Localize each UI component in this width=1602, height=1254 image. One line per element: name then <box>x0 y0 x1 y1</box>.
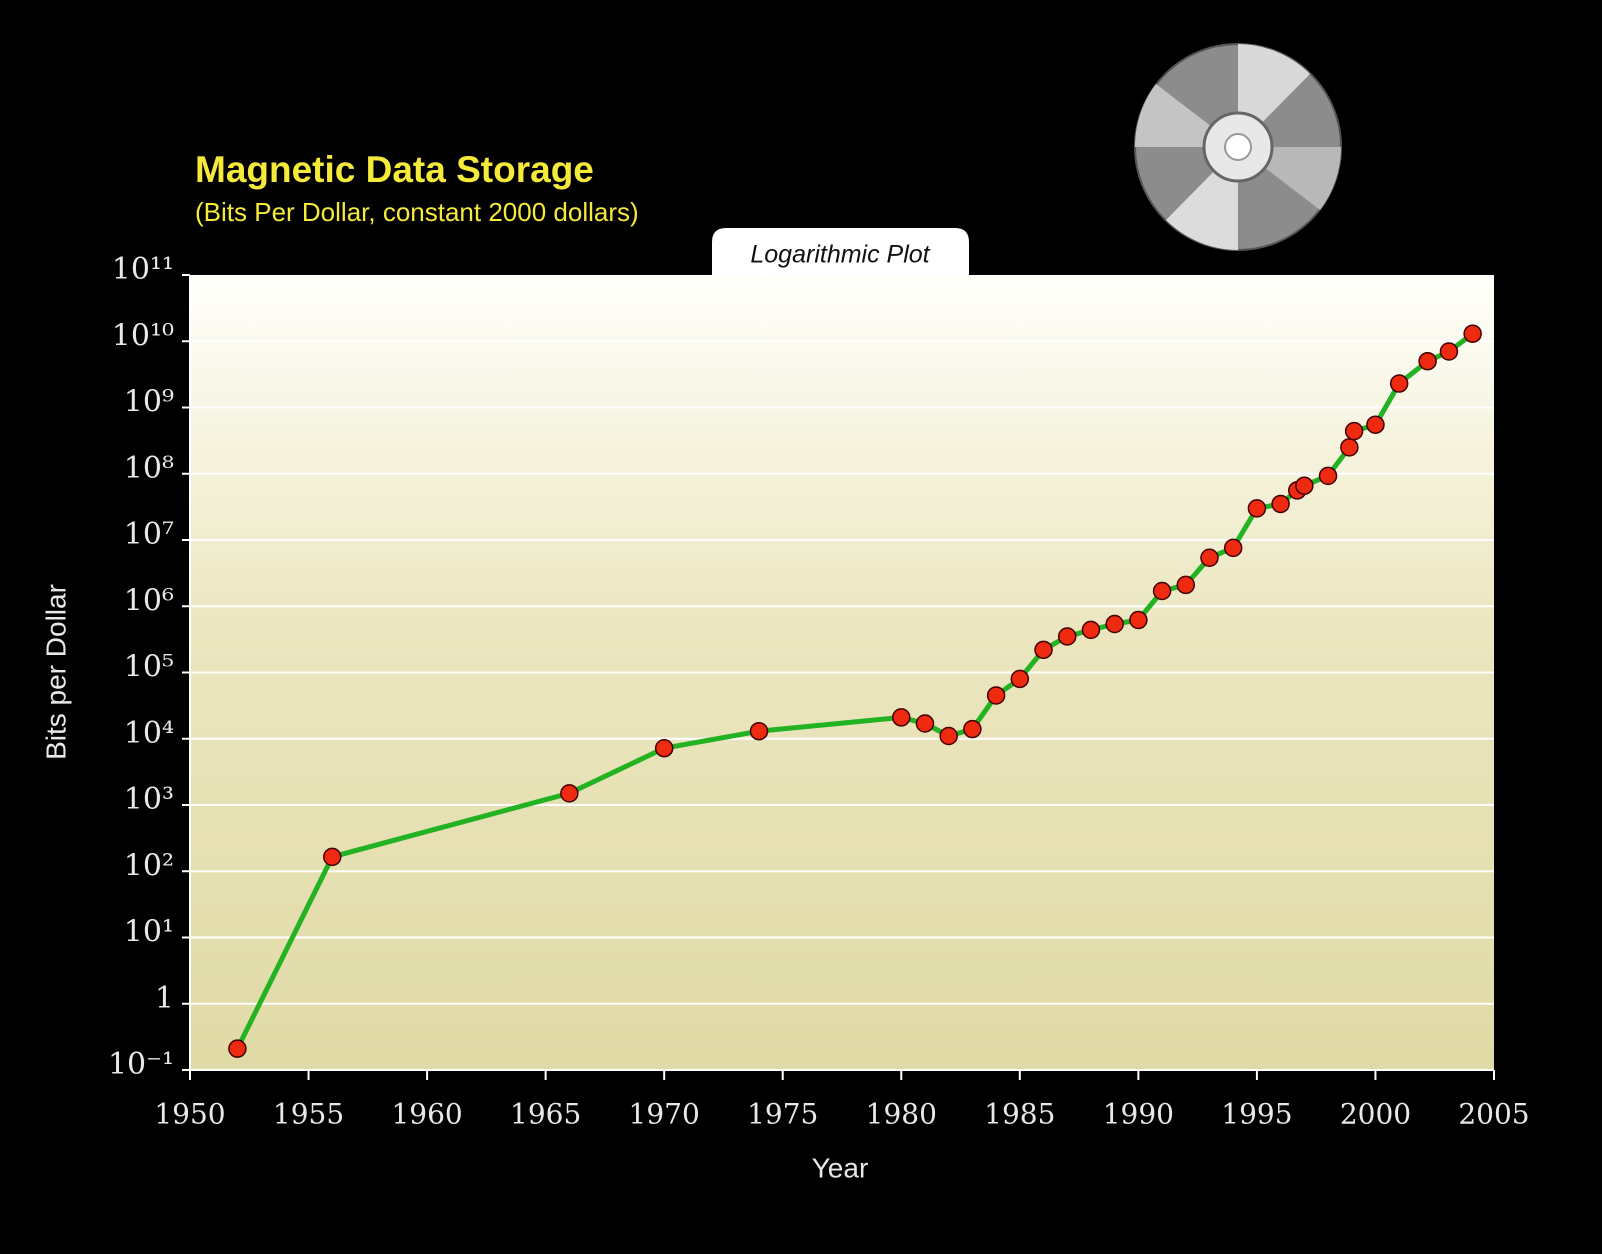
y-tick-label: 10¹¹ <box>112 252 174 287</box>
data-point <box>1346 423 1363 440</box>
y-tick-label: 10⁶ <box>124 583 174 618</box>
data-point <box>1106 615 1123 632</box>
disc-icon <box>1135 44 1341 250</box>
chart: Logarithmic Plot Magnetic Data Storage (… <box>0 0 1602 1254</box>
chart-subtitle: (Bits Per Dollar, constant 2000 dollars) <box>195 197 639 227</box>
data-point <box>1272 495 1289 512</box>
data-point <box>656 740 673 757</box>
x-tick-label: 1990 <box>1103 1098 1174 1131</box>
data-point <box>1391 375 1408 392</box>
x-tick-label: 1970 <box>629 1098 700 1131</box>
data-point <box>1154 582 1171 599</box>
data-point <box>1367 416 1384 433</box>
y-tick-label: 10⁵ <box>124 650 174 685</box>
data-point <box>893 709 910 726</box>
x-tick-label: 1960 <box>391 1098 462 1131</box>
data-point <box>964 721 981 738</box>
y-tick-label: 10⁻¹ <box>108 1047 174 1082</box>
data-point <box>1035 641 1052 658</box>
x-tick-label: 1955 <box>273 1098 344 1131</box>
data-point <box>916 715 933 732</box>
y-tick-label: 10⁷ <box>124 517 174 552</box>
data-point <box>1341 439 1358 456</box>
y-axis-label: Bits per Dollar <box>40 584 71 760</box>
x-tick-label: 1995 <box>1221 1098 1292 1131</box>
y-tick-label: 10⁹ <box>124 385 174 420</box>
data-point <box>1296 477 1313 494</box>
data-point <box>229 1040 246 1057</box>
y-tick-label: 1 <box>155 981 174 1016</box>
data-point <box>1419 353 1436 370</box>
chart-title: Magnetic Data Storage <box>195 149 594 190</box>
data-point <box>1082 621 1099 638</box>
y-tick-label: 10⁸ <box>124 451 174 486</box>
y-tick-label: 10¹ <box>124 915 174 950</box>
data-point <box>1464 325 1481 342</box>
x-axis-label: Year <box>812 1152 869 1183</box>
x-tick-label: 1965 <box>510 1098 581 1131</box>
data-point <box>988 687 1005 704</box>
y-tick-label: 10³ <box>124 782 174 817</box>
data-point <box>1177 576 1194 593</box>
data-point <box>940 728 957 745</box>
data-point <box>1059 628 1076 645</box>
data-point <box>1201 549 1218 566</box>
data-point <box>1440 343 1457 360</box>
y-tick-label: 10¹⁰ <box>112 318 174 353</box>
data-point <box>1130 612 1147 629</box>
data-point <box>1248 500 1265 517</box>
data-point <box>1320 467 1337 484</box>
y-tick-label: 10² <box>124 848 174 883</box>
x-tick-label: 1985 <box>984 1098 1055 1131</box>
annotation: Logarithmic Plot <box>750 241 930 269</box>
data-point <box>324 848 341 865</box>
data-point <box>561 785 578 802</box>
x-tick-label: 1980 <box>866 1098 937 1131</box>
data-point <box>751 723 768 740</box>
data-point <box>1225 539 1242 556</box>
x-tick-label: 1950 <box>154 1098 225 1131</box>
data-point <box>1011 670 1028 687</box>
x-tick-label: 2000 <box>1340 1098 1411 1131</box>
x-tick-label: 1975 <box>747 1098 818 1131</box>
y-tick-label: 10⁴ <box>124 716 174 751</box>
x-tick-label: 2005 <box>1458 1098 1529 1131</box>
